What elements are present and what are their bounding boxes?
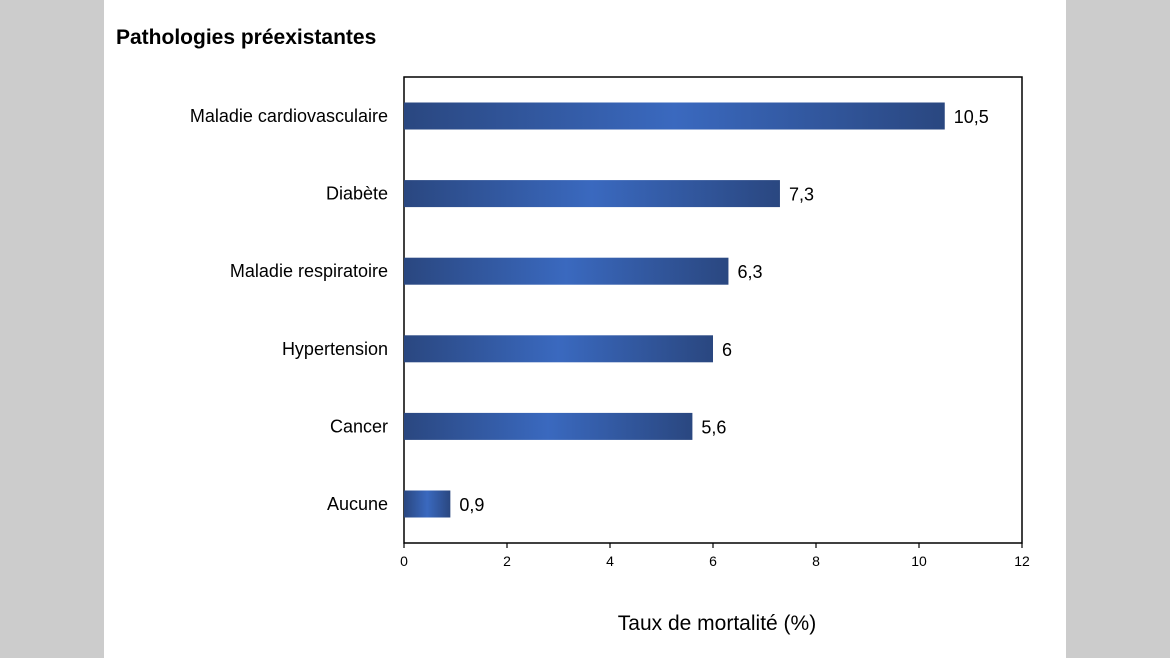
value-label: 5,6 <box>701 417 726 437</box>
x-axis-title: Taux de mortalité (%) <box>618 612 816 635</box>
category-label: Diabète <box>326 184 388 204</box>
bars <box>404 102 945 518</box>
x-tick-label: 8 <box>812 553 820 569</box>
category-label: Hypertension <box>282 339 388 359</box>
x-tick-label: 0 <box>400 553 408 569</box>
bar <box>404 257 729 285</box>
value-labels: 10,5 7,3 6,3 6 5,6 0,9 <box>459 107 988 515</box>
category-labels: Maladie cardiovasculaire Diabète Maladie r… <box>190 106 388 514</box>
bar <box>404 102 945 130</box>
bar <box>404 335 713 363</box>
category-label: Maladie respiratoire <box>230 261 388 281</box>
bar-chart: 0 2 4 6 8 10 12 Maladie cardiovasculaire Diabèt… <box>190 76 1030 635</box>
category-label: Cancer <box>330 416 388 436</box>
value-label: 10,5 <box>954 107 989 127</box>
value-label: 6,3 <box>737 262 762 282</box>
x-tick-label: 10 <box>911 553 927 569</box>
value-label: 0,9 <box>459 495 484 515</box>
x-tick-label: 12 <box>1014 553 1030 569</box>
x-axis-ticks: 0 2 4 6 8 10 12 <box>400 543 1030 569</box>
plot-frame <box>403 76 1023 544</box>
value-label: 7,3 <box>789 185 814 205</box>
category-label: Maladie cardiovasculaire <box>190 106 388 126</box>
x-tick-label: 4 <box>606 553 614 569</box>
bar <box>404 490 451 518</box>
category-label: Aucune <box>327 494 388 514</box>
x-tick-label: 2 <box>503 553 511 569</box>
chart-title: Pathologies préexistantes <box>116 26 377 49</box>
slide: Pathologies préexistantes 0 2 4 6 8 10 12 Mala… <box>104 0 1066 658</box>
x-tick-label: 6 <box>709 553 717 569</box>
bar <box>404 180 780 208</box>
bar <box>404 412 693 440</box>
value-label: 6 <box>722 340 732 360</box>
